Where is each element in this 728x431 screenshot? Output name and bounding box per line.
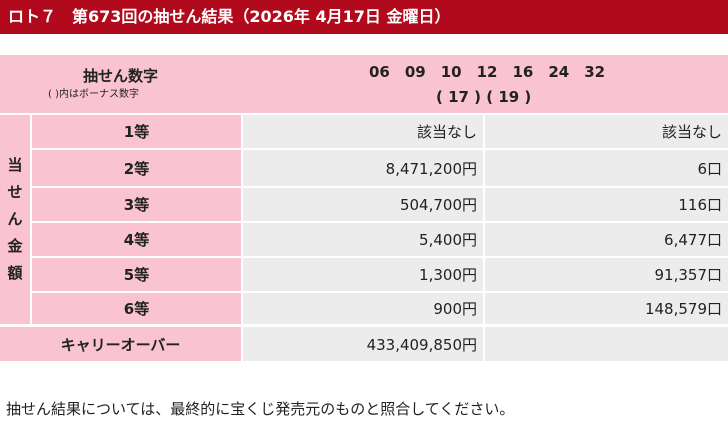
prize-winners: 6,477口 [485,223,728,256]
prize-amount: 8,471,200円 [243,150,483,186]
main-numbers: 06 09 10 12 16 24 32 [241,59,620,85]
winning-numbers: 06 09 10 12 16 24 32 ( 17 ) ( 19 ) [241,55,728,113]
main-number: 09 [404,63,426,81]
prize-amount: 該当なし [243,115,483,148]
bonus-note: ( )内はボーナス数字 [48,89,139,100]
footer-note: 抽せん結果については、最終的に宝くじ発売元のものと照合してください。 [6,400,515,418]
winning-numbers-label: 抽せん数字 [82,67,158,85]
results-title: ロト７ 第673回の抽せん結果（2026年 4月17日 金曜日） [0,0,728,34]
main-number: 16 [512,63,534,81]
prize-rank: 4等 [32,223,241,256]
prize-amount: 1,300円 [243,258,483,291]
prize-winners: 6口 [485,150,728,186]
prize-rank: 3等 [32,188,241,221]
prize-winners: 該当なし [485,115,728,148]
bonus-numbers: ( 17 ) ( 19 ) [436,88,532,106]
prize-rank: 5等 [32,258,241,291]
main-number: 24 [548,63,570,81]
winning-numbers-header: 抽せん数字 ( )内はボーナス数字 [0,55,241,113]
prize-amount: 5,400円 [243,223,483,256]
main-number: 06 [369,63,390,81]
carryover-label: キャリーオーバー [0,327,241,361]
prize-rank: 2等 [32,150,241,186]
main-number: 12 [476,63,498,81]
carryover-amount: 433,409,850円 [243,327,483,361]
prize-winners: 91,357口 [485,258,728,291]
carryover-winners [485,327,728,361]
prize-winners: 116口 [485,188,728,221]
prize-amount: 504,700円 [243,188,483,221]
prize-rank: 1等 [32,115,241,148]
prize-amount: 900円 [243,293,483,324]
main-number: 32 [584,63,606,81]
prize-rank: 6等 [32,293,241,324]
main-number: 10 [440,63,462,81]
prize-winners: 148,579口 [485,293,728,324]
prize-section-label: 当 せ ん 金 額 [0,115,30,324]
